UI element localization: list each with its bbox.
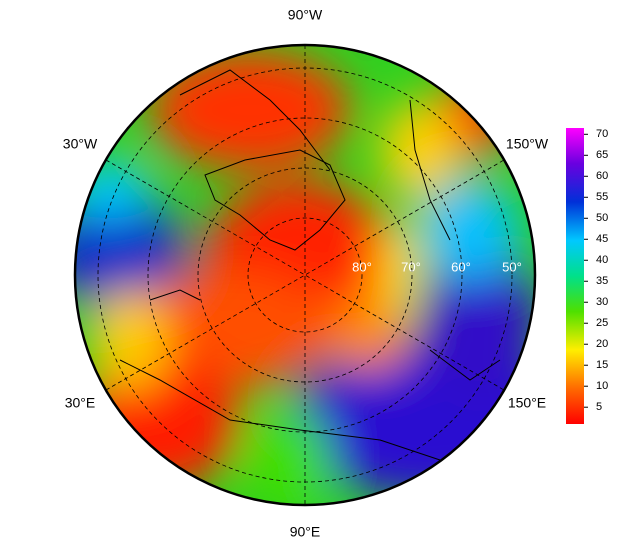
- colorbar-tick-label: 15: [596, 359, 608, 371]
- colorbar-tick-label: 35: [596, 275, 608, 287]
- lon-label: 150°W: [506, 136, 549, 152]
- graticule: [97, 45, 513, 505]
- lon-label: 90°W: [288, 7, 323, 23]
- colorbar: [566, 128, 584, 424]
- map-border: [73, 43, 537, 507]
- colorbar-tick-label: 50: [596, 212, 608, 224]
- colorbar-tick-label: 30: [596, 296, 608, 308]
- colorbar-tick-label: 65: [596, 149, 608, 161]
- colorbar-tick-label: 70: [596, 128, 608, 140]
- colorbar-tick-label: 10: [596, 380, 608, 392]
- coastline: [204, 149, 346, 251]
- colorbar-tick-label: 5: [596, 401, 602, 413]
- lat-label: 50°: [502, 259, 522, 274]
- lat-label: 80°: [352, 259, 372, 274]
- colorbar-tick-label: 25: [596, 317, 608, 329]
- colorbar-tick-label: 55: [596, 191, 608, 203]
- lon-label: 30°E: [65, 395, 96, 411]
- lat-label: 70°: [401, 259, 421, 274]
- lat-label: 60°: [451, 259, 471, 274]
- colorbar-tick-label: 60: [596, 170, 608, 182]
- colorbar-tick-label: 20: [596, 338, 608, 350]
- lon-label: 150°E: [508, 395, 546, 411]
- field: [75, 45, 535, 505]
- colorbar-ticks: 5 10 15 20 25 30 35 40 45 50 55 60 65 70: [584, 128, 608, 413]
- coastline: [119, 69, 501, 461]
- field-blobs: [75, 50, 535, 505]
- colorbar-tick-label: 40: [596, 254, 608, 266]
- lon-label: 90°E: [290, 524, 321, 540]
- lon-label: 30°W: [63, 136, 98, 152]
- colorbar-tick-label: 45: [596, 233, 608, 245]
